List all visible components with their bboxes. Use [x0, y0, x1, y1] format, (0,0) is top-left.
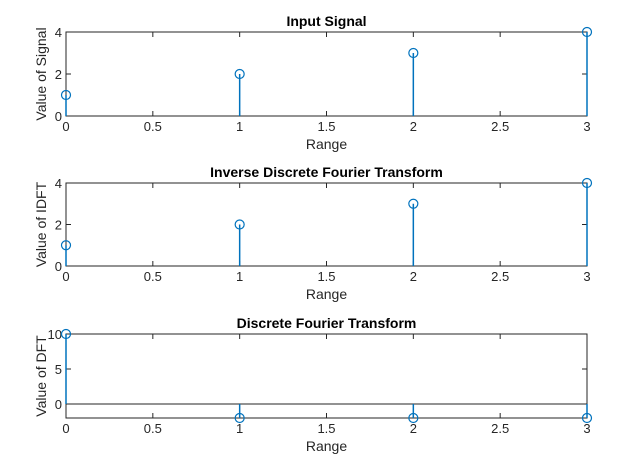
y-tick-label: 0	[55, 259, 62, 274]
x-tick-label: 0.5	[144, 119, 162, 134]
y-axis-label: Value of DFT	[33, 335, 49, 417]
x-tick-label: 1.5	[317, 269, 335, 284]
y-tick-label: 5	[55, 362, 62, 377]
y-tick-label: 4	[55, 25, 62, 40]
chart-panel-2: 0 0.5 1 1.5 2 2.5 3 0 2 4 Inverse Discrete Fourier…	[33, 164, 593, 302]
stem-marker	[60, 240, 72, 251]
x-tick-label: 2	[410, 269, 417, 284]
chart-panel-3: 0 0.5 1 1.5 2 2.5 3 0 5 10 Discrete Fourier Transf…	[33, 315, 593, 454]
x-tick-label: 0	[62, 119, 69, 134]
x-tick-label: 2.5	[491, 421, 509, 436]
x-tick-label: 0.5	[144, 269, 162, 284]
x-tick-label: 1	[236, 119, 243, 134]
x-tick-label: 1.5	[317, 119, 335, 134]
x-tick-label: 0.5	[144, 421, 162, 436]
chart-title: Input Signal	[286, 13, 366, 29]
y-axis-label: Value of IDFT	[33, 181, 49, 267]
x-tick-label: 3	[583, 119, 590, 134]
x-axis-label: Range	[306, 286, 347, 302]
x-tick-label: 2.5	[491, 119, 509, 134]
stem-marker	[581, 412, 593, 424]
axes-box	[65, 31, 588, 117]
x-tick-label: 2	[410, 119, 417, 134]
x-tick-label: 1.5	[317, 421, 335, 436]
stem-marker	[234, 68, 245, 80]
y-tick-label: 10	[48, 327, 62, 342]
x-tick-label: 2.5	[491, 269, 509, 284]
y-axis-label: Value of Signal	[33, 27, 49, 120]
y-tick-label: 0	[55, 109, 62, 124]
x-tick-label: 2	[410, 421, 417, 436]
stem-marker	[60, 328, 72, 340]
stem-marker	[60, 89, 72, 101]
chart-title: Inverse Discrete Fourier Transform	[210, 164, 443, 180]
x-tick-label: 0	[62, 269, 69, 284]
axes-box	[65, 333, 588, 419]
x-tick-label: 0	[62, 421, 69, 436]
x-tick-label: 3	[583, 269, 590, 284]
stem-marker	[581, 26, 593, 38]
y-tick-label: 2	[55, 67, 62, 82]
stem-marker	[234, 219, 245, 230]
y-tick-label: 4	[55, 176, 62, 191]
x-tick-label: 3	[583, 421, 590, 436]
x-axis-label: Range	[306, 438, 347, 454]
stem-marker	[234, 412, 245, 424]
axes-box	[65, 182, 588, 267]
x-tick-label: 1	[236, 421, 243, 436]
y-tick-label: 2	[55, 218, 62, 233]
stem-marker	[408, 412, 419, 424]
x-tick-label: 1	[236, 269, 243, 284]
y-tick-label: 0	[55, 397, 62, 412]
stem-marker	[408, 198, 419, 209]
stem-marker	[581, 177, 593, 189]
chart-title: Discrete Fourier Transform	[237, 315, 417, 331]
stem-marker	[408, 47, 419, 59]
x-axis-label: Range	[306, 136, 347, 152]
chart-panel-1: 0 0.5 1 1.5 2 2.5 3 0 2 4 Input Signal Range Value o…	[33, 13, 593, 152]
